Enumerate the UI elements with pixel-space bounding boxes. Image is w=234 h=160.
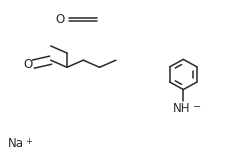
Text: NH: NH (173, 102, 190, 115)
Text: O: O (55, 13, 65, 26)
Text: Na: Na (8, 137, 24, 150)
Text: +: + (25, 137, 32, 146)
Text: O: O (24, 58, 33, 71)
Text: −: − (193, 102, 201, 112)
